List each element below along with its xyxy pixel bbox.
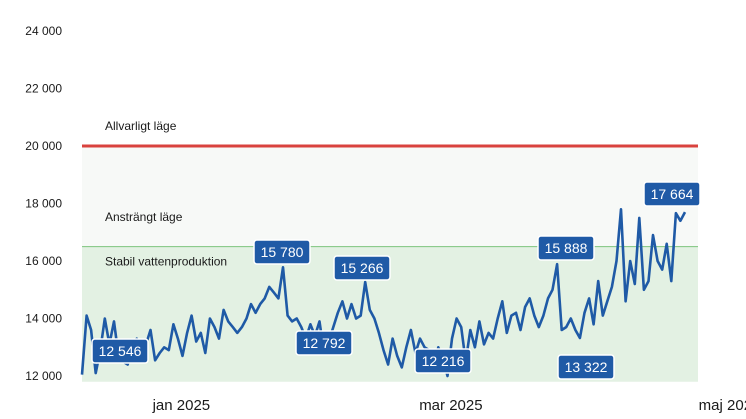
zone-band xyxy=(82,94,698,146)
callout-label: 12 546 xyxy=(99,343,142,359)
y-tick-label: 16 000 xyxy=(25,254,62,268)
callout-box xyxy=(91,338,149,364)
callout: 12 792 xyxy=(295,330,353,356)
callout-label: 15 266 xyxy=(341,260,384,276)
callout: 15 780 xyxy=(253,239,311,265)
callout-box xyxy=(537,235,595,261)
callout: 13 322 xyxy=(557,354,615,380)
callout-box xyxy=(557,354,615,380)
callout-label: 17 664 xyxy=(651,186,694,202)
y-tick-label: 20 000 xyxy=(25,139,62,153)
zone-band xyxy=(82,146,698,247)
callout-label: 12 792 xyxy=(303,335,346,351)
callout-box xyxy=(333,255,391,281)
callout-box xyxy=(295,330,353,356)
y-tick-label: 14 000 xyxy=(25,312,62,326)
x-tick-label: maj 2025 xyxy=(699,397,746,414)
y-tick-label: 18 000 xyxy=(25,197,62,211)
callout: 15 888 xyxy=(537,235,595,261)
callout-label: 13 322 xyxy=(565,359,608,375)
y-tick-label: 12 000 xyxy=(25,369,62,383)
callout-label: 12 216 xyxy=(422,353,465,369)
zone-label: Ansträngt läge xyxy=(105,210,183,224)
callout: 12 216 xyxy=(414,348,472,374)
callout-box xyxy=(253,239,311,265)
callout: 12 546 xyxy=(91,338,149,364)
zone-label: Allvarligt läge xyxy=(105,119,177,133)
series-line xyxy=(80,208,687,378)
x-tick-label: mar 2025 xyxy=(419,397,482,414)
callout-box xyxy=(643,181,701,207)
callout-label: 15 888 xyxy=(545,240,588,256)
callout: 15 266 xyxy=(333,255,391,281)
zone-label: Stabil vattenproduktion xyxy=(105,255,227,269)
callout-box xyxy=(414,348,472,374)
y-tick-label: 22 000 xyxy=(25,82,62,96)
y-tick-label: 24 000 xyxy=(25,24,62,38)
x-tick-label: jan 2025 xyxy=(152,397,211,414)
callout-label: 15 780 xyxy=(261,244,304,260)
callout: 17 664 xyxy=(643,181,701,207)
